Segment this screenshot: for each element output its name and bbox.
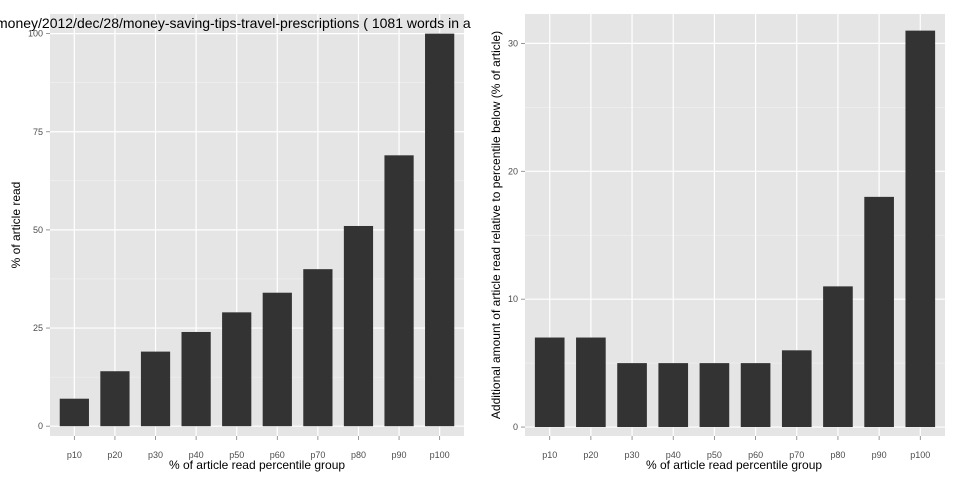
x-tick-label: p90 (392, 450, 407, 460)
bar-p40 (181, 331, 211, 427)
bar-p50 (222, 312, 252, 427)
bar-p30 (140, 351, 171, 427)
bar-p40 (658, 363, 689, 428)
y-tick-label: 0 (513, 422, 518, 432)
bar-p30 (617, 363, 647, 428)
bar-p20 (100, 371, 130, 427)
x-axis-ticks: p10 p20 p30 p40 p50 p60 p70 p80 p90 p100 (67, 436, 450, 460)
x-axis-title: % of article read percentile group (169, 458, 345, 472)
y-tick-label: 10 (508, 294, 518, 304)
bar-p60 (262, 292, 292, 427)
x-tick-label: p70 (310, 450, 325, 460)
y-tick-label: 75 (33, 127, 43, 137)
bar-p10 (534, 337, 565, 428)
x-tick-label: p20 (107, 450, 122, 460)
x-tick-label: p50 (707, 450, 722, 460)
x-tick-label: p30 (625, 450, 640, 460)
bar-p60 (740, 363, 771, 428)
bar-p80 (823, 286, 853, 428)
bar-p70 (781, 350, 812, 428)
x-tick-label: p70 (789, 450, 804, 460)
x-tick-label: p60 (270, 450, 285, 460)
bar-p90 (384, 155, 414, 427)
y-tick-label: 0 (38, 421, 43, 431)
x-tick-label: p80 (830, 450, 845, 460)
x-tick-label: p50 (229, 450, 244, 460)
y-axis-ticks: 0 25 50 75 100 (28, 29, 50, 431)
y-axis-title: Additional amount of article read relati… (489, 31, 503, 419)
y-tick-label: 30 (508, 38, 518, 48)
x-tick-label: p10 (542, 450, 557, 460)
y-tick-label: 100 (28, 29, 43, 39)
x-tick-label: p100 (910, 450, 930, 460)
bar-p50 (699, 363, 730, 428)
chart-title: money/2012/dec/28/money-saving-tips-trav… (0, 15, 471, 31)
bar-p70 (303, 269, 333, 427)
bar-p80 (343, 225, 374, 427)
bar-p10 (59, 398, 89, 427)
bar-p100 (905, 30, 936, 428)
x-axis-ticks: p10 p20 p30 p40 p50 p60 p70 p80 p90 p100 (542, 436, 930, 460)
x-tick-label: p100 (430, 450, 450, 460)
y-axis-title: % of article read (9, 182, 23, 269)
bar-p100 (425, 33, 455, 427)
bar-p20 (576, 337, 606, 428)
x-tick-label: p40 (666, 450, 681, 460)
y-tick-label: 20 (508, 166, 518, 176)
x-tick-label: p20 (583, 450, 598, 460)
y-tick-label: 50 (33, 225, 43, 235)
x-axis-title: % of article read percentile group (646, 458, 822, 472)
y-tick-label: 25 (33, 323, 43, 333)
bars (534, 30, 936, 428)
y-axis-ticks: 0 10 20 30 (508, 38, 525, 432)
x-tick-label: p40 (189, 450, 204, 460)
x-tick-label: p30 (148, 450, 163, 460)
bar-p90 (864, 196, 894, 428)
x-tick-label: p80 (351, 450, 366, 460)
bars (59, 33, 455, 427)
x-tick-label: p10 (67, 450, 82, 460)
x-tick-label: p90 (872, 450, 887, 460)
x-tick-label: p60 (748, 450, 763, 460)
